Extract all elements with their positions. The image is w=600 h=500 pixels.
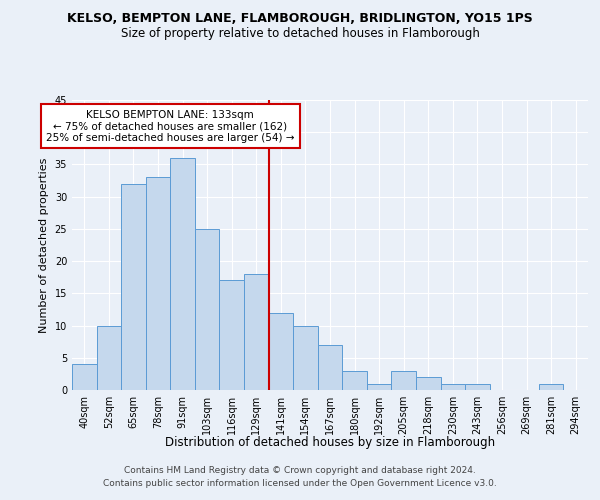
Bar [465,384,490,390]
Bar [440,384,465,390]
Text: KELSO BEMPTON LANE: 133sqm
← 75% of detached houses are smaller (162)
25% of sem: KELSO BEMPTON LANE: 133sqm ← 75% of deta… [46,110,295,143]
Bar [195,229,220,390]
Bar [367,384,391,390]
Bar [220,280,244,390]
Bar [170,158,195,390]
Bar [318,345,342,390]
Bar [391,370,416,390]
Bar [146,178,170,390]
Text: Size of property relative to detached houses in Flamborough: Size of property relative to detached ho… [121,28,479,40]
Text: Distribution of detached houses by size in Flamborough: Distribution of detached houses by size … [165,436,495,449]
Bar [539,384,563,390]
Bar [342,370,367,390]
Text: Contains HM Land Registry data © Crown copyright and database right 2024.
Contai: Contains HM Land Registry data © Crown c… [103,466,497,487]
Bar [269,312,293,390]
Bar [416,377,440,390]
Bar [72,364,97,390]
Bar [97,326,121,390]
Bar [244,274,269,390]
Text: KELSO, BEMPTON LANE, FLAMBOROUGH, BRIDLINGTON, YO15 1PS: KELSO, BEMPTON LANE, FLAMBOROUGH, BRIDLI… [67,12,533,26]
Bar [293,326,318,390]
Bar [121,184,146,390]
Y-axis label: Number of detached properties: Number of detached properties [39,158,49,332]
